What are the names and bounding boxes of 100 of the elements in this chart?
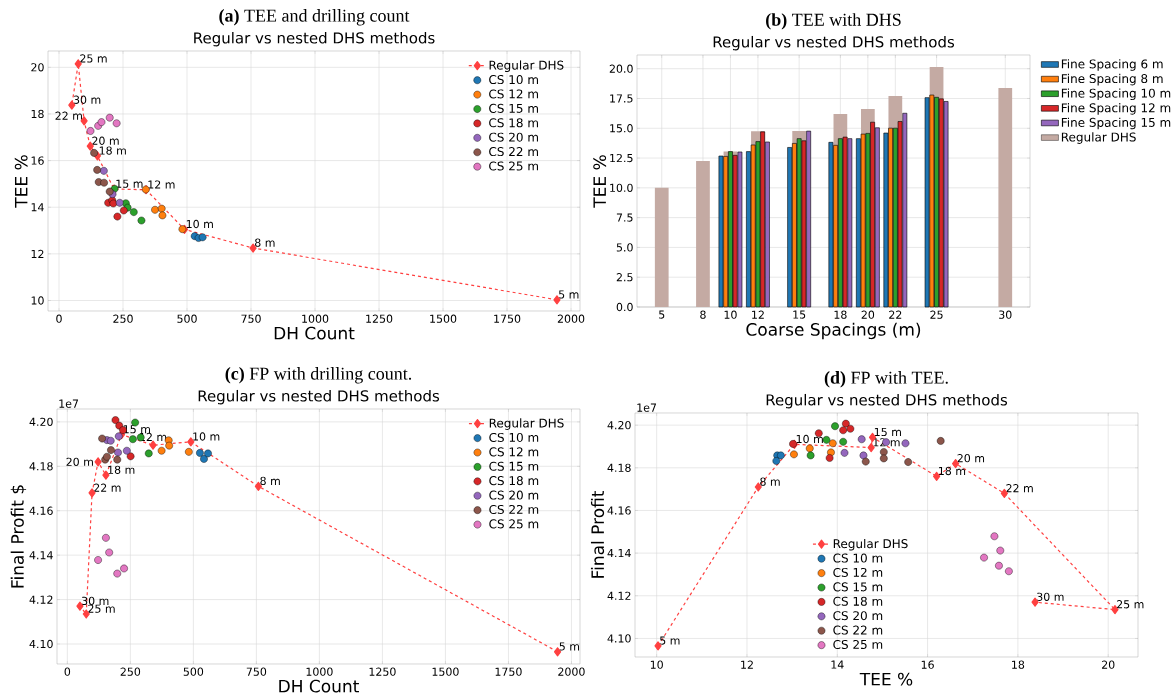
y-tick-label: 0.0: [616, 302, 633, 312]
annotation: 25 m: [80, 54, 107, 63]
annotation: 8 m: [260, 476, 280, 486]
x-tick-label: 1750: [495, 667, 522, 676]
y-tick-label: 4.12: [29, 595, 53, 604]
x-axis-title: DH Count: [279, 679, 359, 693]
legend-label: Regular DHS: [489, 60, 564, 72]
annotation: 20 m: [92, 136, 119, 145]
chart-title: (b) TEE with DHS: [766, 13, 901, 30]
x-tick-label: 250: [120, 667, 141, 676]
x-tick-label: 10: [650, 660, 663, 669]
x-tick-label: 250: [113, 314, 133, 323]
legend-label: CS 18 m: [489, 476, 539, 486]
x-tick-label: 18: [834, 310, 847, 319]
y-tick-label: 10.0: [610, 183, 633, 192]
x-tick-label: 15: [793, 310, 806, 319]
legend-label: Fine Spacing 15 m: [1061, 117, 1171, 130]
x-tick-label: 0: [56, 314, 62, 323]
annotation: 15 m: [116, 179, 143, 188]
chart-subtitle: Regular vs nested DHS methods: [194, 31, 435, 47]
x-tick-label: 1500: [432, 667, 459, 676]
legend-label: Fine Spacing 8 m: [1061, 73, 1163, 86]
annotation: 10 m: [796, 434, 823, 444]
x-tick-label: 500: [183, 667, 204, 676]
annotation: 30 m: [1037, 592, 1064, 601]
legend-label: CS 10 m: [489, 432, 539, 442]
y-tick-label: 4.18: [29, 462, 53, 471]
y-tick-label: 4.20: [607, 420, 631, 430]
x-tick-label: 0: [64, 667, 71, 676]
annotation: 15 m: [874, 427, 901, 437]
x-tick-label: 750: [241, 314, 261, 323]
legend-label: CS 20 m: [489, 490, 539, 500]
x-tick-label: 14: [831, 660, 844, 669]
legend-label: CS 15 m: [833, 582, 883, 592]
legend-label: Regular DHS: [489, 418, 564, 430]
y-axis-title: Final Profit: [590, 490, 605, 578]
y-tick-label: 12.5: [610, 153, 633, 163]
y-tick-label: 4.20: [29, 417, 53, 427]
y-tick-label: 7.5: [616, 213, 633, 222]
y-tick-label: 10: [31, 296, 44, 305]
y-tick-label: 20.0: [609, 64, 633, 73]
annotation: 18 m: [99, 146, 126, 155]
legend-label: Regular DHS: [1061, 132, 1136, 144]
chart-title: (c) FP with drilling count.: [225, 367, 412, 384]
x-tick-label: 10: [724, 310, 737, 319]
legend-label: Regular DHS: [833, 538, 908, 551]
legend-label: CS 10 m: [833, 553, 883, 563]
legend-label: Fine Spacing 10 m: [1061, 88, 1171, 101]
x-tick-label: 2000: [558, 667, 585, 676]
legend-label: CS 22 m: [833, 625, 883, 635]
legend-label: CS 12 m: [833, 567, 883, 577]
chart-title: (d) FP with TEE.: [824, 371, 948, 388]
x-tick-label: 25: [930, 310, 943, 319]
chart-subtitle: Regular vs nested DHS methods: [766, 393, 1008, 409]
x-tick-label: 22: [889, 310, 902, 319]
annotation: 22 m: [1006, 484, 1033, 493]
x-tick-label: 18: [1012, 660, 1025, 669]
chart-subtitle: Regular vs nested DHS methods: [713, 35, 955, 51]
annotation: 10 m: [193, 432, 220, 441]
y-tick-label: 20: [31, 63, 44, 72]
x-axis-title: DH Count: [274, 326, 355, 340]
annotation: 22 m: [55, 111, 82, 120]
y-tick-label: 4.14: [607, 549, 631, 558]
y-axis-title: TEE %: [14, 155, 28, 208]
legend-label: CS 20 m: [489, 132, 538, 142]
y-tick-label: 15.0: [610, 124, 633, 133]
x-tick-label: 12: [741, 660, 753, 669]
annotation: 5 m: [660, 636, 680, 645]
annotation: 18 m: [939, 466, 966, 476]
y-tick-label: 12: [31, 249, 44, 258]
x-tick-label: 500: [177, 314, 197, 323]
y-tick-label: 4.10: [607, 634, 631, 643]
annotation: 12 m: [148, 180, 175, 189]
x-tick-label: 16: [921, 660, 934, 669]
chart-subtitle: Regular vs nested DHS methods: [198, 389, 440, 405]
x-axis-title: Coarse Spacings (m): [746, 322, 921, 340]
y-axis-title: TEE %: [593, 155, 607, 208]
annotation: 25 m: [88, 604, 115, 613]
x-tick-label: 8: [700, 310, 706, 319]
y-tick-label: 2.5: [616, 273, 633, 282]
legend-label: CS 22 m: [489, 147, 538, 157]
text: 1e7: [59, 399, 79, 408]
annotation: 8 m: [255, 238, 275, 247]
annotation: 5 m: [559, 290, 579, 299]
y-axis-title: Final Profit $: [10, 485, 27, 588]
y-tick-label: 16: [31, 156, 44, 165]
x-tick-label: 750: [246, 667, 267, 676]
x-tick-label: 1500: [430, 314, 457, 323]
x-tick-label: 30: [999, 310, 1012, 319]
x-tick-label: 20: [1102, 660, 1115, 669]
legend-label: CS 15 m: [489, 103, 538, 113]
legend-label: CS 25 m: [489, 519, 539, 529]
annotation: 5 m: [559, 642, 580, 651]
x-tick-label: 5: [659, 310, 665, 319]
y-tick-label: 18: [31, 109, 44, 119]
legend-label: CS 12 m: [489, 447, 539, 457]
y-tick-label: 14: [31, 203, 44, 212]
x-tick-label: 1000: [306, 667, 333, 676]
annotation: 25 m: [1116, 600, 1144, 609]
x-tick-label: 20: [861, 310, 875, 319]
